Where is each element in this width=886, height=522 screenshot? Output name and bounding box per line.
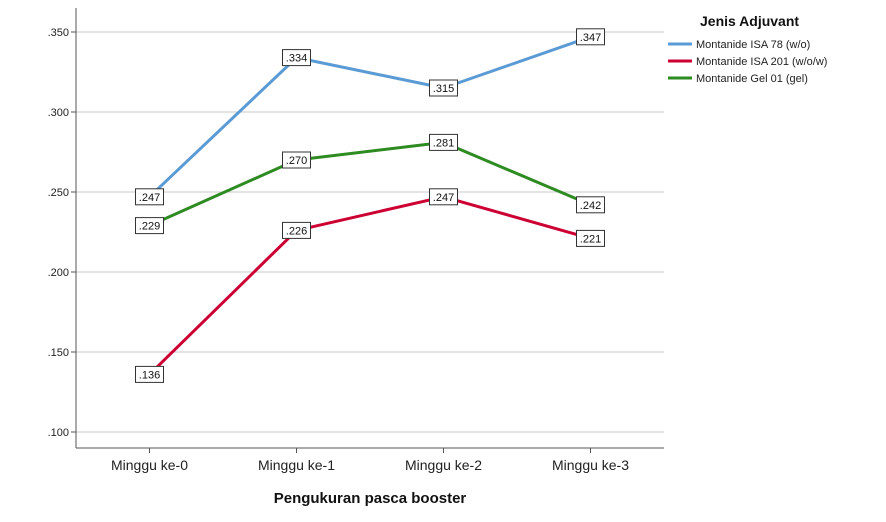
data-label-box: [282, 151, 311, 169]
y-tick-label: .150: [48, 347, 69, 359]
data-label: .226: [286, 225, 307, 237]
legend: Jenis Adjuvant Montanide ISA 78 (w/o) Mon…: [668, 13, 827, 85]
data-label: .315: [433, 83, 454, 95]
data-label: .347: [580, 32, 601, 44]
data-label-box: [429, 79, 458, 97]
legend-entry: Montanide Gel 01 (gel): [696, 73, 808, 85]
y-tick-label: .250: [48, 187, 69, 199]
plot-area: .247 .334 .315 .347 .136 .226 .247 .221 .229 .270…: [135, 28, 605, 383]
y-tick-label: .100: [48, 427, 69, 439]
x-tick-label: Minggu ke-2: [405, 457, 482, 473]
series-line-1: [148, 35, 591, 198]
data-label: .242: [580, 200, 601, 212]
data-label-box: [576, 196, 605, 214]
data-label: .247: [433, 192, 454, 204]
data-label: .247: [139, 192, 160, 204]
y-tick-label: .200: [48, 267, 69, 279]
data-label-box: [429, 133, 458, 151]
data-label: .221: [580, 233, 601, 245]
data-label: .281: [433, 137, 454, 149]
data-label: .270: [286, 155, 307, 167]
series-line-2: [148, 195, 591, 376]
data-label: .229: [139, 221, 160, 233]
data-label-box: [576, 229, 605, 247]
x-tick-label: Minggu ke-1: [258, 457, 335, 473]
legend-title: Jenis Adjuvant: [700, 13, 799, 29]
x-tick-label: Minggu ke-3: [552, 457, 629, 473]
legend-entry: Montanide ISA 201 (w/o/w): [696, 56, 827, 68]
data-label-box: [282, 49, 311, 67]
data-label: .334: [286, 53, 307, 65]
chart-axes: .100 .150 .200 .250 .300 .350 Minggu ke-0 Mingg…: [48, 8, 664, 473]
data-label-box: [282, 221, 311, 239]
legend-entry: Montanide ISA 78 (w/o): [696, 39, 810, 51]
data-label: .136: [139, 369, 160, 381]
x-tick-label: Minggu ke-0: [111, 457, 188, 473]
data-label-box: [135, 217, 164, 235]
x-axis-title: Pengukuran pasca booster: [274, 490, 467, 507]
data-label-box: [135, 188, 164, 206]
y-tick-label: .350: [48, 27, 69, 39]
data-label-box: [135, 365, 164, 383]
y-tick-label: .300: [48, 107, 69, 119]
data-label-box: [576, 28, 605, 46]
data-label-box: [429, 188, 458, 206]
series-line-3: [148, 140, 592, 227]
